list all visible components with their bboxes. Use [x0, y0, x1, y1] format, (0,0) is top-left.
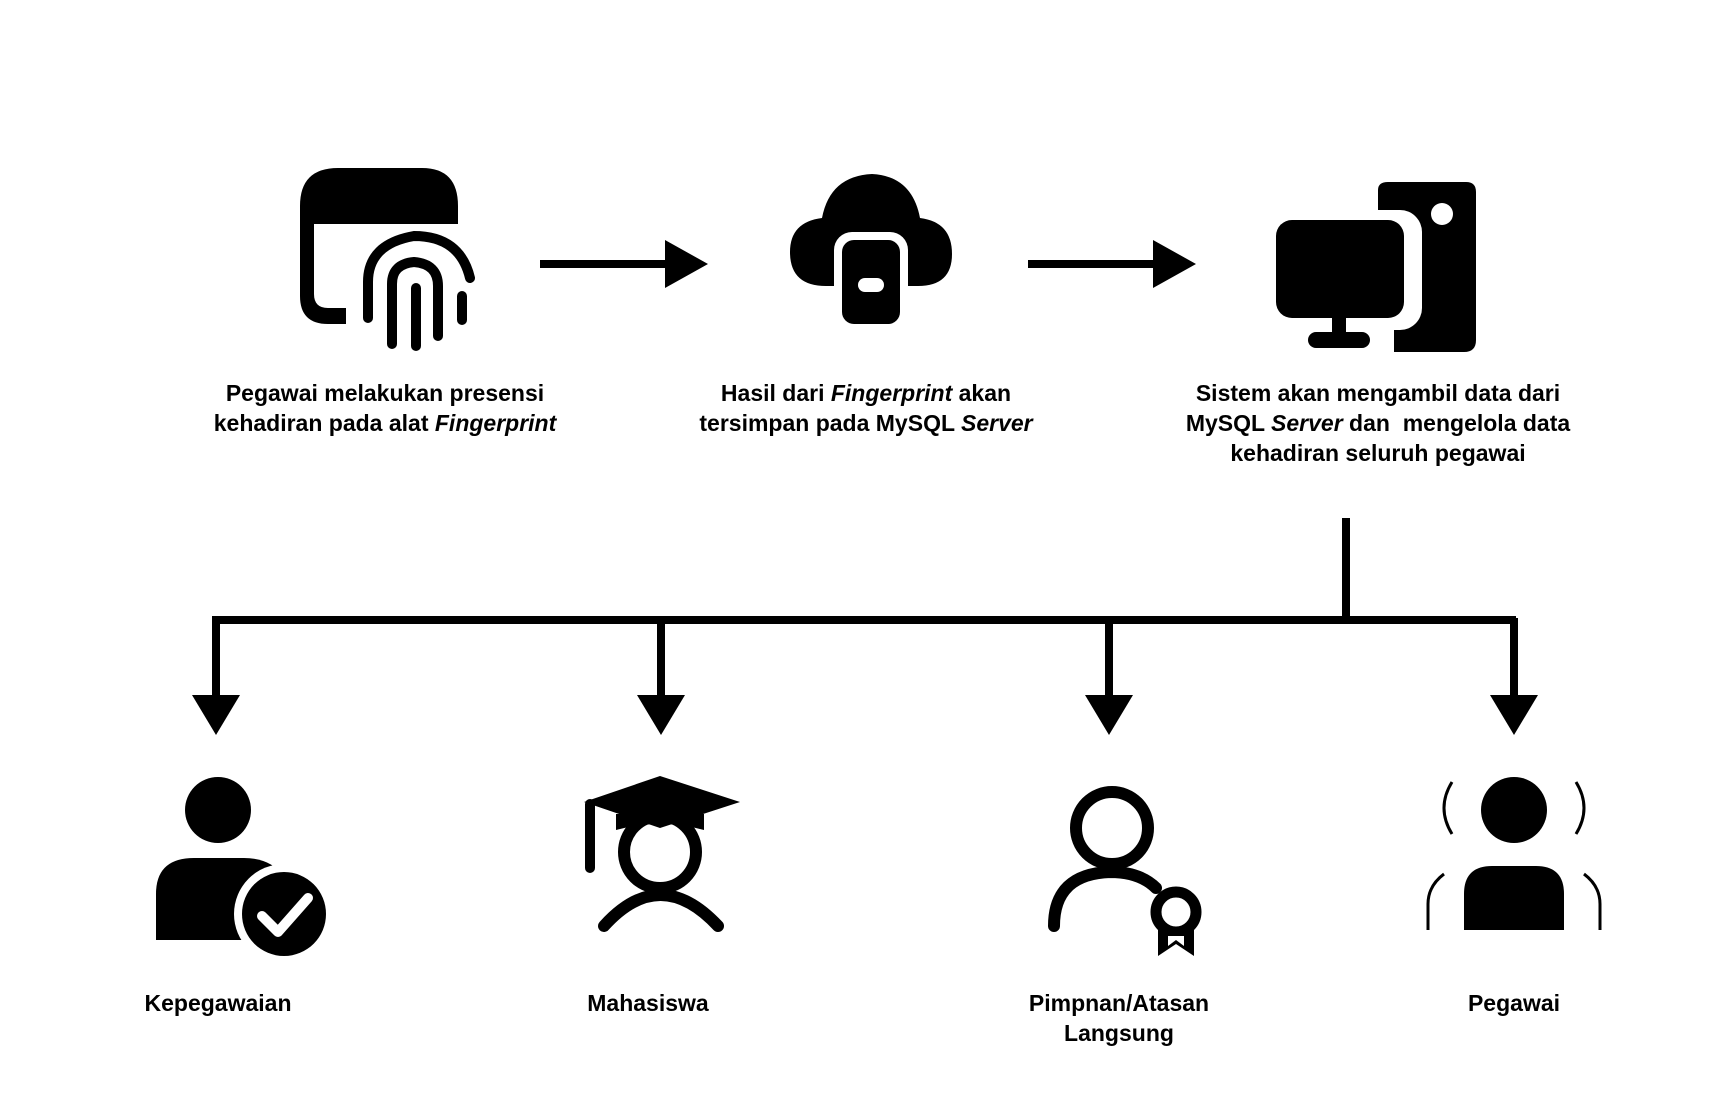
step1-caption-line2-italic: Fingerprint	[434, 410, 557, 436]
role-label-pegawai: Pegawai	[1467, 990, 1561, 1016]
step2-caption-line1: Hasil dari Fingerprint akan	[636, 378, 1096, 408]
arrow-step2-to-step3	[1028, 240, 1196, 288]
step3-caption-line1: Sistem akan mengambil data dari	[1195, 380, 1561, 406]
arrow-to-pegawai	[1490, 618, 1538, 735]
graduate-student-icon	[578, 772, 748, 942]
step1-caption: Pegawai melakukan presensi kehadiran pad…	[150, 378, 620, 438]
role-label-pimpinan: Pimpnan/Atasan Langsung	[974, 988, 1264, 1048]
role-label-mahasiswa: Mahasiswa	[587, 990, 709, 1016]
step1-caption-line1: Pegawai melakukan presensi	[225, 380, 545, 406]
step2-caption-line2-prefix: tersimpan pada MySQL	[699, 410, 961, 436]
desktop-computer-icon	[1274, 182, 1484, 357]
step3-caption-line3: kehadiran seluruh pegawai	[1230, 440, 1526, 466]
step3-caption: Sistem akan mengambil data dari MySQL Se…	[1128, 378, 1628, 468]
cloud-database-icon	[786, 170, 956, 330]
step1-caption-line2: kehadiran pada alat Fingerprint	[150, 408, 620, 438]
step2-caption-line1-italic: Fingerprint	[830, 380, 953, 406]
step2-caption-line1-prefix: Hasil dari	[720, 380, 831, 406]
arrow-to-kepegawaian	[192, 618, 240, 735]
arrow-step1-to-step2	[540, 240, 708, 288]
step2-caption-line2-italic: Server	[960, 410, 1033, 436]
role-label-pimpinan-line2: Langsung	[1064, 1020, 1174, 1046]
user-broadcast-icon	[1424, 774, 1604, 944]
arrow-to-pimpinan	[1085, 618, 1133, 735]
step1-caption-line2-text: kehadiran pada alat	[213, 410, 435, 436]
step2-caption: Hasil dari Fingerprint akan tersimpan pa…	[636, 378, 1096, 438]
arrow-to-mahasiswa	[637, 618, 685, 735]
step2-caption-line2: tersimpan pada MySQL Server	[636, 408, 1096, 438]
step3-caption-line2-prefix: MySQL	[1185, 410, 1272, 436]
step3-caption-line2: MySQL Server dan mengelola data	[1128, 408, 1628, 438]
step3-caption-line2-suffix: dan mengelola data	[1342, 410, 1571, 436]
user-check-icon	[152, 774, 332, 964]
fingerprint-scanner-icon	[296, 166, 496, 356]
role-label-kepegawaian: Kepegawaian	[144, 990, 292, 1016]
step2-caption-line1-suffix: akan	[952, 380, 1012, 406]
role-label-pimpinan-line1: Pimpnan/Atasan	[1028, 990, 1210, 1016]
step3-caption-line2-italic: Server	[1271, 410, 1343, 436]
user-award-icon	[1046, 784, 1216, 964]
